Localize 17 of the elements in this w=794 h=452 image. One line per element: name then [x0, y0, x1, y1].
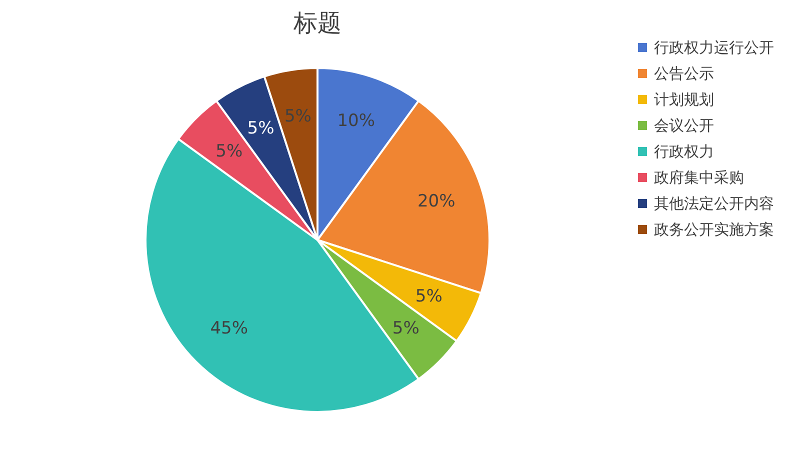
legend-label: 政务公开实施方案 [654, 220, 774, 238]
legend-label: 行政权力运行公开 [654, 38, 774, 56]
legend-label: 计划规划 [654, 90, 714, 108]
legend-label: 政府集中采购 [654, 168, 744, 186]
data-label: 5% [247, 118, 274, 139]
data-label: 10% [337, 111, 376, 132]
chart-title: 标题 [292, 9, 342, 37]
data-label: 5% [392, 318, 420, 338]
data-label: 45% [210, 318, 248, 338]
legend-label: 会议公开 [654, 116, 714, 134]
legend-label: 其他法定公开内容 [654, 194, 774, 212]
legend-label: 行政权力 [654, 142, 714, 160]
data-label: 5% [216, 142, 243, 162]
data-label: 5% [415, 286, 442, 307]
data-label: 5% [284, 106, 312, 127]
legend-label: 公告公示 [654, 64, 714, 82]
data-label: 20% [417, 191, 456, 212]
